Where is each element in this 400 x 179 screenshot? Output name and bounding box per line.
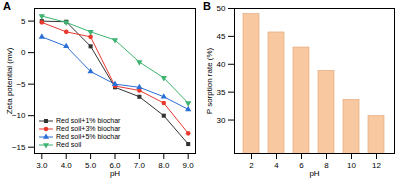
svg-text:35: 35 (217, 88, 226, 97)
svg-text:4: 4 (274, 161, 279, 170)
svg-text:7.0: 7.0 (134, 161, 146, 170)
html-text:Red soil+1% biochar: Red soil+1% biochar (56, 117, 121, 124)
svg-text:4.0: 4.0 (61, 161, 73, 170)
svg-text:pH: pH (110, 169, 120, 178)
svg-text:2: 2 (249, 161, 254, 170)
html-text:B: B (203, 0, 211, 12)
svg-text:9.0: 9.0 (183, 161, 195, 170)
svg-text:pH: pH (309, 169, 319, 178)
svg-text:−10: −10 (11, 111, 26, 121)
svg-text:12: 12 (372, 161, 381, 170)
svg-text:30: 30 (217, 116, 226, 125)
svg-text:6: 6 (299, 161, 304, 170)
html-text:Red soil+5% biochar: Red soil+5% biochar (56, 133, 121, 140)
svg-text:P sorption rate (%): P sorption rate (%) (205, 47, 214, 114)
html-text:Red soil: Red soil (56, 141, 82, 148)
svg-text:5.0: 5.0 (85, 161, 97, 170)
html-text:Red soil+3% biochar: Red soil+3% biochar (56, 125, 121, 132)
svg-text:5: 5 (21, 17, 26, 26)
svg-text:10: 10 (347, 161, 356, 170)
svg-text:−15: −15 (12, 143, 26, 152)
svg-text:40: 40 (217, 60, 226, 69)
svg-text:0: 0 (21, 48, 26, 57)
svg-text:Zeta potential (mv): Zeta potential (mv) (5, 47, 14, 114)
svg-text:8.0: 8.0 (158, 161, 170, 170)
html-text:A: A (3, 0, 11, 12)
svg-text:6.0: 6.0 (109, 161, 121, 171)
svg-text:−5: −5 (16, 80, 26, 89)
svg-text:3.0: 3.0 (36, 161, 48, 170)
svg-text:50: 50 (217, 4, 226, 13)
svg-text:8: 8 (324, 161, 329, 170)
svg-text:45: 45 (217, 32, 226, 41)
